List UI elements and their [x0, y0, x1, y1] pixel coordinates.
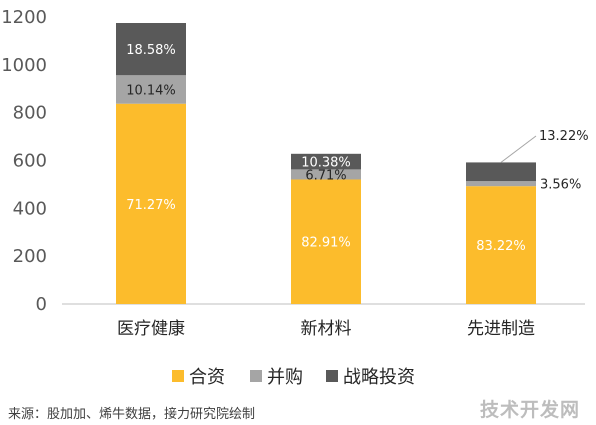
data-label: 82.91% — [301, 236, 351, 251]
y-tick-label: 200 — [13, 246, 47, 267]
y-tick-label: 0 — [36, 294, 47, 315]
data-label: 71.27% — [126, 198, 176, 213]
bars — [116, 23, 536, 304]
category-labels: 医疗健康 新材料 先进制造 — [117, 319, 535, 339]
data-label: 13.22% — [539, 129, 589, 144]
source-note: 来源：股加加、烯牛数据，接力研究院绘制 — [8, 407, 256, 422]
bar-segment-jv — [291, 179, 361, 304]
y-tick-label: 400 — [13, 198, 47, 219]
legend-swatch — [250, 370, 262, 382]
data-label: 6.71% — [305, 168, 346, 183]
y-tick-label: 1200 — [1, 7, 47, 28]
bar-segment-jv — [466, 186, 536, 304]
bar-segment-ma — [291, 169, 361, 180]
bar-segment-strategic — [291, 153, 361, 170]
data-label: 3.56% — [540, 178, 581, 193]
bar-segment-strategic — [466, 162, 536, 182]
y-tick-label: 600 — [13, 151, 47, 172]
x-category-label: 医疗健康 — [117, 319, 185, 339]
legend-label: 合资 — [189, 367, 225, 388]
x-category-label: 新材料 — [301, 319, 352, 339]
legend-label: 并购 — [267, 367, 303, 388]
data-label: 10.14% — [126, 83, 176, 98]
y-axis: 0 200 400 600 800 1000 1200 — [1, 7, 47, 315]
y-tick-label: 800 — [13, 103, 47, 124]
data-label: 18.58% — [126, 43, 176, 58]
legend-label: 战略投资 — [343, 367, 415, 388]
watermark: 技术开发网 — [480, 399, 581, 421]
bar-segment-jv — [116, 103, 186, 304]
data-label: 10.38% — [301, 156, 351, 171]
bar-segment-strategic — [116, 23, 186, 76]
legend-swatch — [326, 370, 338, 382]
data-labels: 71.27% 10.14% 18.58% 82.91% 6.71%10.38% 83.22… — [126, 43, 588, 254]
leader-line — [500, 135, 537, 163]
y-tick-label: 1000 — [1, 55, 47, 76]
data-label: 83.22% — [476, 239, 526, 254]
bar-segment-ma — [116, 75, 186, 104]
x-category-label: 先进制造 — [467, 319, 535, 339]
stacked-bar-chart: 0 200 400 600 800 1000 1200 71.27% 10.14% 18.58%… — [1, 7, 588, 388]
legend: 合资 并购 战略投资 — [172, 367, 415, 388]
legend-swatch — [172, 370, 184, 382]
bar-segment-ma — [466, 181, 536, 187]
